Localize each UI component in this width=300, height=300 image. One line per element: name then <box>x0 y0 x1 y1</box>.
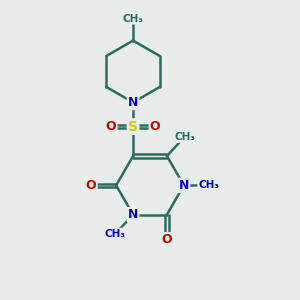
Text: O: O <box>150 120 160 133</box>
Text: O: O <box>106 120 116 133</box>
Text: S: S <box>128 120 138 134</box>
Text: N: N <box>128 208 138 221</box>
Text: O: O <box>162 233 172 246</box>
Text: CH₃: CH₃ <box>105 229 126 239</box>
Text: O: O <box>86 179 96 192</box>
Text: N: N <box>128 96 138 109</box>
Text: CH₃: CH₃ <box>198 180 219 190</box>
Text: CH₃: CH₃ <box>174 132 195 142</box>
Text: N: N <box>179 179 189 192</box>
Text: CH₃: CH₃ <box>123 14 144 23</box>
